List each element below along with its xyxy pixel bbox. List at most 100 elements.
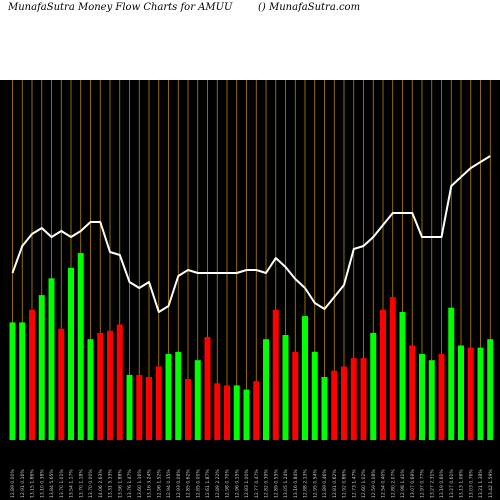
- money-flow-bar: [380, 309, 386, 440]
- money-flow-bar: [155, 366, 162, 440]
- money-flow-bar: [68, 267, 74, 440]
- x-tick-label: 13.13 1.06%: [459, 469, 465, 498]
- x-tick-label: 12.59 0.08%: [371, 469, 377, 498]
- x-tick-label: 14.06 2.63%: [98, 469, 104, 498]
- money-flow-bar: [146, 377, 152, 440]
- money-flow-bar: [116, 324, 123, 440]
- x-tick-label: 12.73 1.47%: [351, 469, 357, 498]
- money-flow-bar: [389, 297, 396, 440]
- money-flow-bar: [48, 278, 55, 440]
- x-tick-label: 12.97 0.77%: [420, 469, 426, 498]
- x-tick-label: 12.89 0.55%: [273, 469, 279, 498]
- x-tick-label: 13.07 0.69%: [410, 469, 416, 498]
- money-flow-bar: [341, 366, 347, 440]
- money-flow-bar: [467, 347, 474, 440]
- money-flow-bar: [9, 322, 16, 440]
- x-tick-label: 12.85 0.00%: [195, 469, 201, 498]
- money-flow-bar: [107, 330, 113, 440]
- money-flow-bar: [214, 383, 221, 440]
- money-flow-bar: [58, 328, 65, 440]
- money-flow-bar: [272, 309, 279, 440]
- x-tick-label: 13.70 1.18%: [78, 469, 84, 498]
- x-tick-label: 12.95 0.54%: [312, 469, 318, 498]
- money-flow-line: [11, 155, 491, 313]
- x-tick-label: 12.93 0.08%: [176, 469, 182, 498]
- money-flow-bar: [282, 335, 289, 440]
- chart-title: MunafaSutra Money Flow Charts for AMUU: [8, 2, 233, 13]
- x-tick-label: 12.98 1.41%: [400, 469, 406, 498]
- money-flow-bar: [409, 345, 416, 440]
- money-flow-chart: 12.89 0.00% 12.91 0.16% 13.15 1.86% 13.10 0…: [0, 80, 500, 500]
- x-tick-label: 12.60 1.02%: [361, 469, 367, 498]
- x-tick-label: 12.61 1.87%: [205, 469, 211, 498]
- money-flow-bar: [458, 345, 464, 440]
- x-tick-label: 13.56 1.88%: [117, 469, 123, 498]
- x-tick-label: 13.31 5.33%: [108, 469, 114, 498]
- money-flow-bar: [263, 339, 269, 440]
- x-tick-label: 12.82 0.39%: [264, 469, 270, 498]
- x-tick-label: 12.96 0.15%: [234, 469, 240, 498]
- money-flow-bar: [370, 332, 377, 440]
- x-tick-label: 13.76 1.47%: [127, 469, 133, 498]
- money-flow-bar: [97, 332, 104, 440]
- money-flow-bar: [448, 307, 455, 440]
- money-flow-bar: [428, 360, 435, 440]
- x-tick-label: 13.10 0.38%: [39, 469, 45, 498]
- money-flow-bar: [243, 389, 250, 440]
- money-flow-bar: [253, 381, 260, 440]
- money-flow-bar: [87, 339, 94, 440]
- money-flow-bar: [224, 385, 230, 440]
- money-flow-bar: [399, 311, 406, 440]
- money-flow-bar: [165, 353, 172, 440]
- x-tick-label: 13.05 1.24%: [283, 469, 289, 498]
- x-tick-label: 13.19 0.60%: [439, 469, 445, 498]
- x-tick-label: 12.92 0.86%: [342, 469, 348, 498]
- money-flow-bars: [9, 253, 494, 440]
- money-flow-bar: [302, 316, 308, 440]
- money-flow-bar: [136, 374, 143, 440]
- x-tick-label: 12.91 0.16%: [20, 469, 26, 498]
- money-flow-bar: [29, 309, 35, 440]
- x-tick-label: 12.54 0.40%: [381, 469, 387, 498]
- x-tick-label: 12.96 1.52%: [156, 469, 162, 498]
- site-credit: () MunafaSutra.com: [258, 2, 361, 13]
- money-flow-bar: [194, 360, 201, 440]
- x-tick-label: 13.70 1.01%: [59, 469, 65, 498]
- money-flow-bar: [438, 353, 445, 440]
- money-flow-bar: [311, 351, 318, 440]
- x-tick-label: 12.89 0.00%: [10, 469, 16, 498]
- money-flow-bar: [175, 351, 182, 440]
- x-tick-label: 12.85 0.62%: [186, 469, 192, 498]
- money-flow-bar: [419, 353, 425, 440]
- x-tick-label: 13.21 1.38%: [478, 469, 484, 498]
- money-flow-bar: [321, 377, 328, 440]
- x-tick-label: 12.81 0.62%: [332, 469, 338, 498]
- money-flow-bar: [477, 347, 484, 440]
- x-tick-label: 13.60 1.16%: [137, 469, 143, 498]
- x-tick-label: 13.84 5.65%: [49, 469, 55, 498]
- x-tick-label: 12.89 0.46%: [322, 469, 328, 498]
- x-tick-label: 13.54 1.17%: [69, 469, 75, 498]
- money-flow-bar: [331, 370, 338, 440]
- money-flow-bar: [360, 358, 367, 440]
- x-axis-labels: 12.89 0.00% 12.91 0.16% 13.15 1.86% 13.10 0…: [10, 469, 494, 498]
- x-tick-label: 13.15 1.86%: [30, 469, 36, 498]
- x-tick-label: 13.70 0.00%: [88, 469, 94, 498]
- x-tick-label: 12.94 0.15%: [166, 469, 172, 498]
- money-flow-bar: [38, 295, 45, 440]
- x-tick-label: 12.88 2.13%: [303, 469, 309, 498]
- money-flow-bar: [233, 385, 240, 440]
- x-tick-label: 13.03 0.76%: [468, 469, 474, 498]
- x-tick-label: 13.27 0.61%: [449, 469, 455, 498]
- money-flow-bar: [19, 322, 26, 440]
- x-tick-label: 12.77 0.47%: [254, 469, 260, 498]
- money-flow-bar: [204, 337, 211, 440]
- x-tick-label: 13.16 3.24%: [147, 469, 153, 498]
- money-flow-bar: [126, 374, 133, 440]
- x-tick-label: 13.27 2.31%: [429, 469, 435, 498]
- x-tick-label: 13.42 1.59%: [488, 469, 494, 498]
- money-flow-bar: [185, 379, 191, 440]
- money-flow-bar: [77, 253, 84, 440]
- chart-header: MunafaSutra Money Flow Charts for AMUU (…: [0, 0, 500, 80]
